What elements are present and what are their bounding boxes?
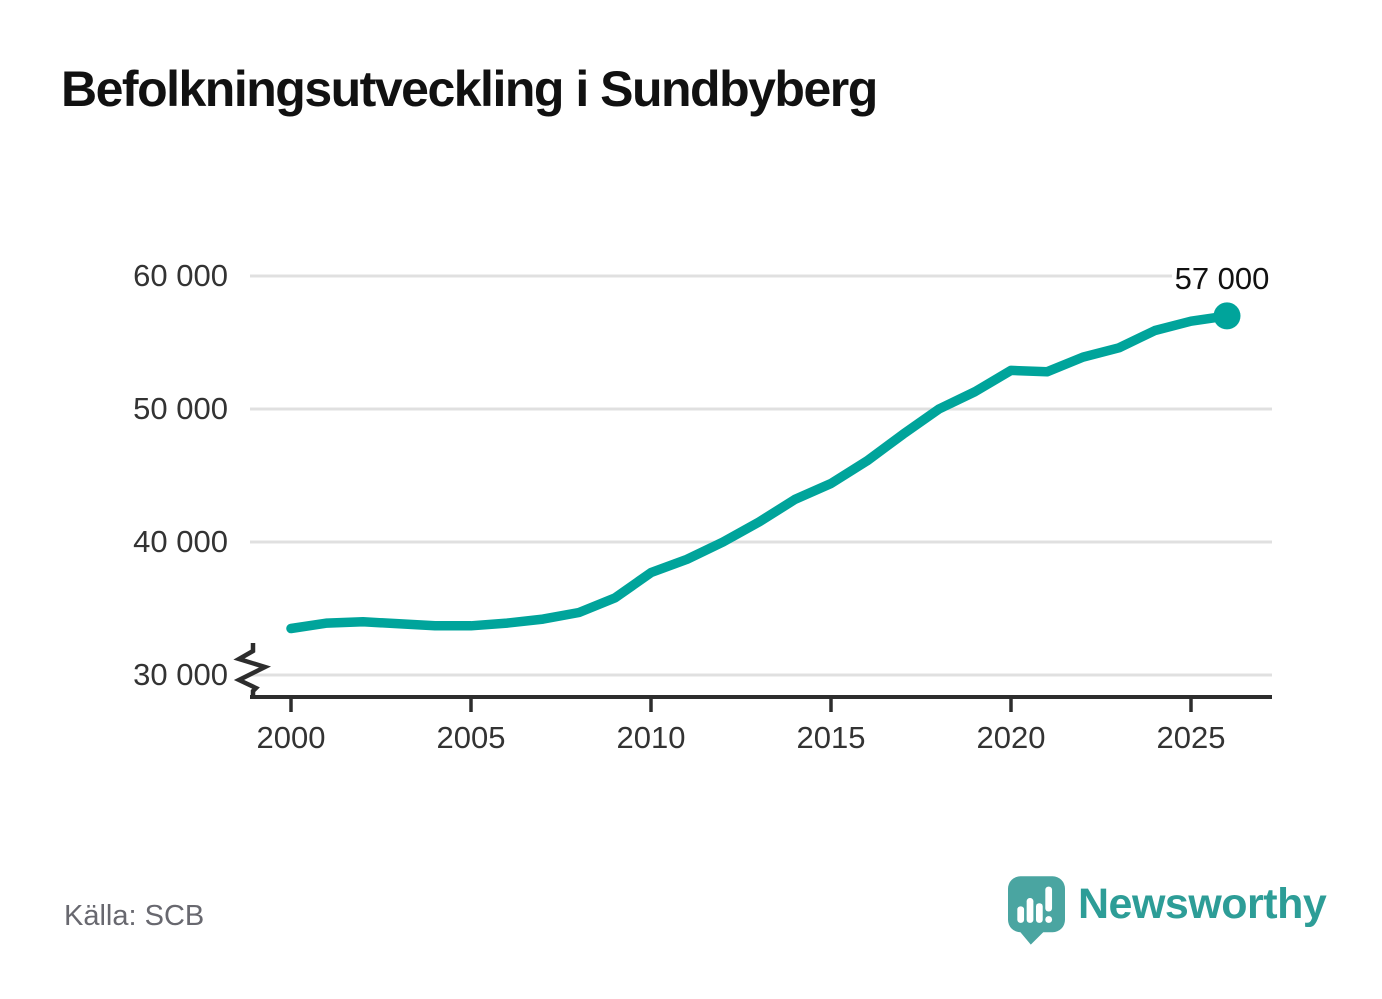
newsworthy-wordmark: Newsworthy xyxy=(1078,880,1327,928)
y-axis-label: 30 000 xyxy=(133,657,228,692)
page-title: Befolkningsutveckling i Sundbyberg xyxy=(61,61,878,117)
x-axis-label: 2000 xyxy=(256,720,326,755)
x-axis-label: 2020 xyxy=(976,720,1046,755)
y-axis-label: 60 000 xyxy=(133,258,228,293)
x-axis-label: 2025 xyxy=(1156,720,1226,755)
source-note: Källa: SCB xyxy=(64,900,205,932)
axis-break-icon xyxy=(233,643,272,698)
data-line xyxy=(286,311,1232,634)
newsworthy-brand: Newsworthy xyxy=(1008,876,1327,948)
x-axis-label: 2010 xyxy=(616,720,686,755)
newsworthy-logo-icon xyxy=(1008,876,1065,945)
y-axis-label: 40 000 xyxy=(133,524,228,559)
end-point-marker xyxy=(1213,302,1241,330)
y-axis-label: 50 000 xyxy=(133,391,228,426)
x-axis-label: 2015 xyxy=(796,720,866,755)
end-value-label: 57 000 xyxy=(1122,260,1322,298)
x-axis-label: 2005 xyxy=(436,720,506,755)
